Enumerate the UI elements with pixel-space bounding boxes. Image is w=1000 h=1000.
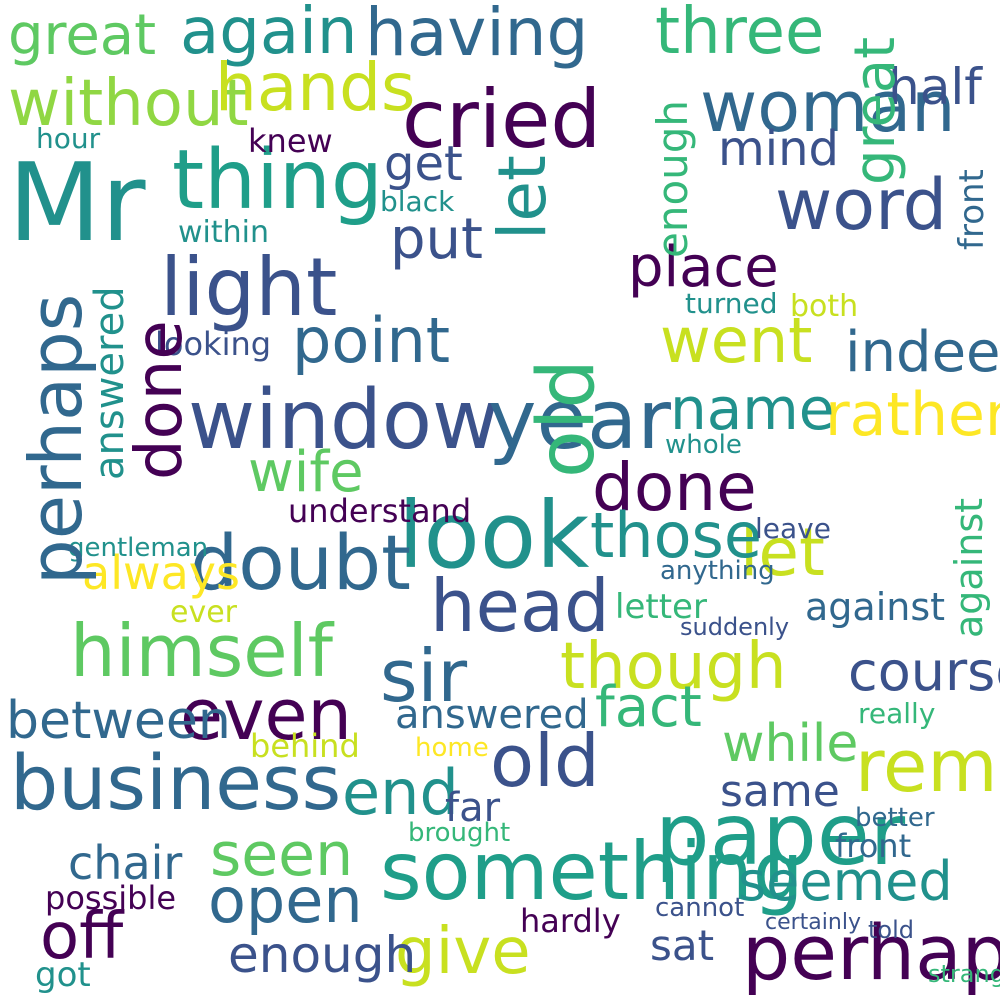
word-companion: certainly	[765, 910, 861, 935]
word-paper: paper	[655, 785, 906, 885]
word-work: gentleman	[68, 533, 209, 563]
word-front: front	[952, 169, 992, 250]
word-home: black	[380, 185, 455, 218]
word-done: done	[123, 320, 197, 480]
word-even: sir	[380, 634, 468, 718]
word-chair: great	[8, 3, 157, 68]
word-son: behind	[250, 727, 360, 765]
word-understand: hour	[36, 122, 101, 155]
word-wife: off	[40, 900, 124, 974]
word-open: those	[590, 499, 762, 572]
word-place: head	[430, 564, 610, 648]
word-having: having	[365, 0, 589, 71]
word-hands: let	[740, 514, 825, 591]
word-sir: remarked	[855, 724, 1000, 808]
word-hour: chair	[68, 836, 183, 890]
word-half: while	[722, 714, 859, 774]
word-perhaps: perhaps	[14, 293, 98, 585]
word-against: against	[947, 497, 991, 638]
word-thing: thing	[172, 133, 383, 228]
word-mr: Mr	[8, 141, 146, 266]
word-always: between	[6, 691, 231, 751]
word-cried: cried	[402, 73, 602, 166]
word-name: went	[660, 304, 813, 377]
word-mind: course	[848, 640, 1000, 703]
word-rather: point	[292, 304, 451, 377]
word-without: though	[560, 630, 787, 704]
word-brought: looking	[155, 325, 272, 363]
word-looking: far	[445, 785, 501, 831]
word-life: both	[790, 289, 859, 324]
word-doctor: better	[855, 803, 935, 833]
word-end: indeed	[845, 320, 1000, 385]
word-whole: leave	[755, 512, 831, 545]
word-sat: always	[82, 546, 240, 600]
word-old: old	[522, 359, 612, 478]
word-seemed: give	[395, 915, 531, 989]
word-strange: turned	[685, 287, 778, 320]
word-look: look	[398, 482, 590, 589]
word-far: half	[888, 58, 982, 116]
word-word: word	[775, 164, 948, 246]
word-possible: ever	[170, 595, 238, 630]
word-those: three	[655, 0, 825, 69]
word-put: woman	[700, 66, 956, 148]
word-off: end	[342, 756, 459, 829]
word-wish: home	[415, 733, 489, 763]
word-enough: enough	[648, 99, 697, 258]
word-anything: letter	[615, 587, 707, 627]
word-let: let	[484, 155, 561, 240]
word-gentleman: cannot	[655, 893, 745, 923]
word-behind: within	[178, 215, 269, 250]
word-black: possible	[45, 879, 177, 917]
word-get: wife	[248, 440, 364, 505]
word-money: told	[868, 916, 914, 944]
word-window: window	[188, 373, 500, 468]
word-something: place	[628, 235, 779, 300]
word-answered: answered	[87, 286, 133, 480]
word-turned: got	[35, 955, 91, 995]
word-seen: open	[208, 864, 363, 937]
word-fact: name	[670, 375, 835, 443]
word-again: something	[380, 825, 804, 918]
word-knew: same	[720, 766, 840, 817]
word-between: seemed	[738, 850, 953, 913]
word-course: fact	[595, 675, 702, 740]
word-business: business	[10, 738, 342, 827]
word-himself: himself	[70, 609, 333, 693]
word-woman: old	[490, 719, 600, 803]
word-told: hardly	[520, 902, 621, 940]
word-got: sat	[650, 921, 715, 970]
word-went: again	[180, 0, 358, 69]
word-ever: get	[384, 136, 463, 192]
word-both: understand	[288, 492, 472, 530]
word-hat: strange	[928, 960, 1000, 988]
word-cannot: anything	[660, 556, 775, 586]
word-give: rather	[825, 380, 1000, 450]
word-doubt: doubt	[190, 518, 411, 607]
word-hardly: knew	[248, 122, 333, 160]
word-three: even	[180, 674, 352, 756]
word-leave: against	[805, 585, 946, 629]
word-remarked: done	[592, 449, 757, 526]
word-certainly: brought	[408, 818, 511, 848]
word-head: perhaps	[742, 908, 1000, 997]
word-though: hands	[215, 49, 416, 126]
word-light: light	[160, 241, 338, 334]
word-letter: enough	[228, 926, 417, 984]
word-great: great	[843, 36, 908, 185]
word-point: without	[8, 67, 249, 141]
word-suddenly: whole	[665, 430, 742, 460]
word-while: seen	[210, 820, 354, 890]
word-same: mind	[718, 121, 839, 177]
word-really: answered	[395, 692, 589, 738]
word-indeed: put	[390, 207, 483, 272]
word-within: really	[858, 697, 936, 730]
word-year: year	[488, 373, 671, 468]
word-better: front	[835, 827, 912, 865]
word-story: suddenly	[680, 613, 790, 641]
